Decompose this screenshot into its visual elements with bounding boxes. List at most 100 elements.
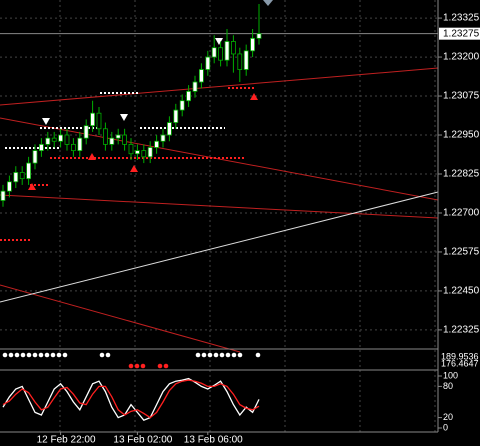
candle-body	[147, 147, 153, 158]
y-tick-label: 20	[443, 412, 453, 422]
candle-body	[39, 143, 44, 152]
candle-body	[154, 140, 160, 148]
candle-body	[64, 134, 70, 145]
candle-body	[83, 125, 89, 139]
signal-dot	[219, 352, 225, 358]
candle-body	[7, 181, 12, 192]
indicator-tick-label: 189.9536	[441, 351, 479, 361]
arrow-up	[28, 183, 36, 190]
candle-body	[218, 47, 224, 61]
y-tick-label: 1.22325	[443, 325, 480, 336]
signal-dot	[128, 363, 134, 369]
y-tick-label: 1.22575	[443, 247, 480, 258]
signal-dot	[26, 352, 32, 358]
y-tick-label: 1.22950	[443, 130, 480, 141]
signal-dot	[38, 352, 44, 358]
signal-dot	[99, 352, 105, 358]
candle-body	[122, 134, 127, 145]
candle-body	[166, 122, 172, 136]
signal-dot	[62, 352, 68, 358]
signal-dot	[8, 352, 14, 358]
candle-body	[250, 37, 256, 52]
y-tick-label: 0	[443, 422, 448, 432]
signal-dot	[105, 352, 111, 358]
candle-body	[128, 143, 134, 155]
signal-dot	[2, 352, 8, 358]
indicator-tick-label: 176.4647	[441, 358, 479, 368]
candle-body	[192, 81, 198, 92]
current-price-label: 1.23275	[443, 28, 480, 39]
signal-dot	[134, 363, 140, 369]
signal-dot	[32, 352, 38, 358]
arrows	[28, 38, 258, 190]
candle-body	[256, 33, 262, 39]
y-tick-label: 1.22825	[443, 169, 480, 180]
candle-body	[115, 134, 121, 139]
candle-body	[45, 137, 51, 145]
signal-dot	[157, 363, 163, 369]
arrow-up	[250, 93, 258, 100]
levels	[0, 87, 255, 241]
candle-body	[13, 172, 19, 183]
candle-body	[198, 69, 204, 83]
signal-dot	[56, 352, 62, 358]
candle-body	[205, 56, 211, 70]
y-tick-label: 100	[443, 370, 458, 380]
trend-line	[0, 191, 439, 303]
candle-body	[90, 112, 95, 127]
candle-body	[230, 41, 236, 55]
signal-dot	[213, 352, 219, 358]
y-tick-label: 80	[443, 381, 453, 391]
y-tick-label: 1.22450	[443, 286, 480, 297]
trend-line	[0, 284, 241, 353]
candle-body	[96, 112, 102, 130]
candle-body	[77, 137, 83, 152]
trend-line	[0, 194, 439, 219]
signal-dot	[195, 352, 201, 358]
candle-body	[58, 134, 63, 142]
arrow-down	[42, 118, 50, 125]
x-tick-label: 13 Feb 06:00	[184, 435, 243, 446]
y-tick-label: 1.22700	[443, 208, 480, 219]
y-tick-label: 1.23075	[443, 91, 480, 102]
signal-dot	[20, 352, 26, 358]
arrow-up	[130, 165, 138, 172]
y-tick-label: 1.23325	[443, 13, 480, 24]
signal-dot	[140, 363, 146, 369]
signal-dot	[255, 352, 261, 358]
candle-body	[160, 134, 166, 142]
candle-body	[141, 150, 147, 158]
trend-line	[0, 67, 439, 106]
signal-dot	[207, 352, 213, 358]
candle-body	[237, 53, 243, 70]
candle-body	[32, 150, 38, 164]
x-tick-label: 13 Feb 02:00	[113, 435, 172, 446]
candle-body	[0, 190, 6, 201]
arrow-down	[215, 38, 223, 45]
candle-body	[26, 162, 32, 180]
signal-dot	[225, 352, 231, 358]
candle-body	[109, 137, 115, 145]
stochastic-line	[2, 379, 260, 419]
signal-dot	[163, 363, 169, 369]
signal-dot	[237, 352, 243, 358]
arrow-down	[120, 114, 128, 121]
signal-dot	[44, 352, 50, 358]
candle-body	[19, 172, 25, 180]
candle-body	[224, 41, 230, 61]
x-tick-label: 12 Feb 22:00	[37, 435, 96, 446]
candle-body	[134, 150, 140, 155]
arrow-up	[88, 153, 96, 160]
candle-body	[211, 47, 217, 58]
signal-dot	[201, 352, 207, 358]
current-price-box	[439, 27, 480, 40]
signal-dot	[231, 352, 237, 358]
signal-dot	[14, 352, 20, 358]
candle-body	[179, 100, 185, 111]
shift-marker	[263, 0, 273, 6]
candle-body	[71, 143, 76, 152]
candle-body	[243, 50, 249, 70]
candle-body	[186, 90, 192, 102]
